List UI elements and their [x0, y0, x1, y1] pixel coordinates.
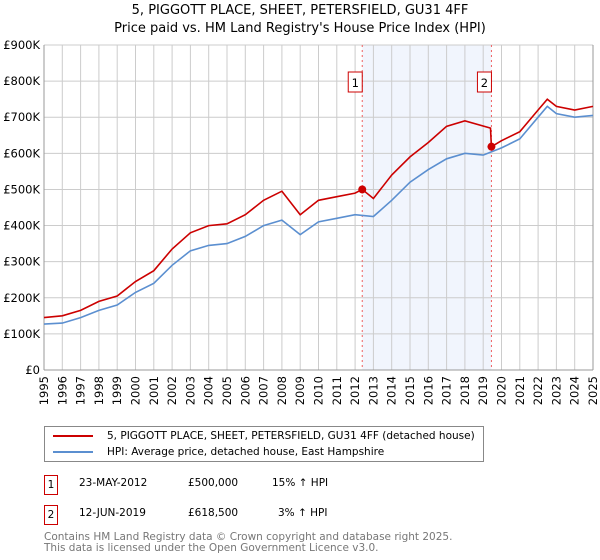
y-tick-label: £200K: [3, 291, 40, 305]
annotation-box: [476, 71, 492, 93]
y-tick-label: £600K: [3, 146, 40, 160]
sale-point: [487, 142, 496, 151]
y-tick-label: £700K: [3, 110, 40, 124]
x-tick-label: 2009: [293, 376, 307, 405]
y-tick-label: £0: [25, 363, 40, 377]
y-tick-label: £900K: [3, 38, 40, 52]
price-chart: £0 £100K £200K £300K £400K £500K £600K £700K £80…: [3, 38, 600, 405]
x-tick-label: 2019: [476, 376, 490, 405]
x-tick-label: 2001: [147, 376, 161, 405]
shaded-period: [362, 45, 492, 370]
x-tick-label: 1995: [37, 376, 51, 405]
x-tick-label: 2014: [385, 376, 399, 405]
x-tick-label: 2024: [568, 376, 582, 405]
y-tick-label: £400K: [3, 219, 40, 233]
annotation-label: 2: [481, 76, 488, 90]
sale-price: £500,000: [188, 477, 239, 489]
y-tick-label: £100K: [3, 327, 40, 341]
sale-marker: 1: [44, 475, 58, 495]
x-tick-label: 2016: [421, 376, 435, 405]
x-tick-label: 2012: [348, 376, 362, 405]
legend-swatch-red: [53, 435, 93, 437]
x-tick-label: 2007: [257, 376, 271, 405]
x-tick-label: 2021: [513, 376, 527, 405]
footer: Contains HM Land Registry data © Crown c…: [44, 532, 452, 554]
x-tick-label: 1996: [55, 376, 69, 405]
sale-price: £618,500: [188, 507, 239, 519]
x-tick-label: 2008: [275, 376, 289, 405]
chart-title: 5, PIGGOTT PLACE, SHEET, PETERSFIELD, GU…: [131, 3, 469, 18]
x-tick-label: 2002: [165, 376, 179, 405]
sale-marker: 2: [44, 505, 58, 525]
x-tick-label: 2010: [312, 376, 326, 405]
x-tick-label: 2003: [183, 376, 197, 405]
legend-item-hpi: HPI: Average price, detached house, East…: [53, 444, 384, 460]
sale-hpi: 15% ↑ HPI: [272, 477, 329, 489]
y-tick-label: £300K: [3, 255, 40, 269]
sale-point: [358, 185, 367, 194]
legend-label: HPI: Average price, detached house, East…: [107, 446, 385, 458]
x-tick-label: 2020: [495, 376, 509, 405]
sale-date: 23-MAY-2012: [79, 477, 148, 489]
x-tick-label: 2018: [458, 376, 472, 405]
x-tick-label: 2000: [129, 376, 143, 405]
annotation-label: 1: [352, 76, 359, 90]
x-tick-label: 2017: [440, 376, 454, 405]
x-tick-label: 2025: [586, 376, 600, 405]
footer-licence: This data is licensed under the Open Gov…: [44, 542, 379, 554]
legend-swatch-blue: [53, 451, 93, 453]
x-tick-label: 2011: [330, 376, 344, 405]
legend-item-property: 5, PIGGOTT PLACE, SHEET, PETERSFIELD, GU…: [53, 428, 475, 444]
legend: 5, PIGGOTT PLACE, SHEET, PETERSFIELD, GU…: [44, 426, 484, 462]
x-tick-label: 2015: [403, 376, 417, 405]
legend-label: 5, PIGGOTT PLACE, SHEET, PETERSFIELD, GU…: [107, 430, 475, 442]
x-tick-label: 2013: [366, 376, 380, 405]
x-tick-label: 1999: [110, 376, 124, 405]
property-line: [43, 98, 594, 319]
y-tick-label: £500K: [3, 182, 40, 196]
hpi-line: [43, 105, 594, 325]
x-tick-label: 2004: [202, 376, 216, 405]
chart-subtitle: Price paid vs. HM Land Registry's House …: [114, 21, 486, 36]
x-tick-label: 2023: [549, 376, 563, 405]
annotation-box: [347, 71, 363, 93]
x-tick-label: 1997: [74, 376, 88, 405]
x-tick-label: 1998: [92, 376, 106, 405]
footer-copyright: Contains HM Land Registry data © Crown c…: [44, 531, 453, 543]
x-tick-label: 2005: [220, 376, 234, 405]
y-tick-label: £800K: [3, 74, 40, 88]
x-tick-label: 2006: [238, 376, 252, 405]
sale-hpi: 3% ↑ HPI: [278, 507, 328, 519]
x-tick-label: 2022: [531, 376, 545, 405]
sale-date: 12-JUN-2019: [79, 507, 146, 519]
